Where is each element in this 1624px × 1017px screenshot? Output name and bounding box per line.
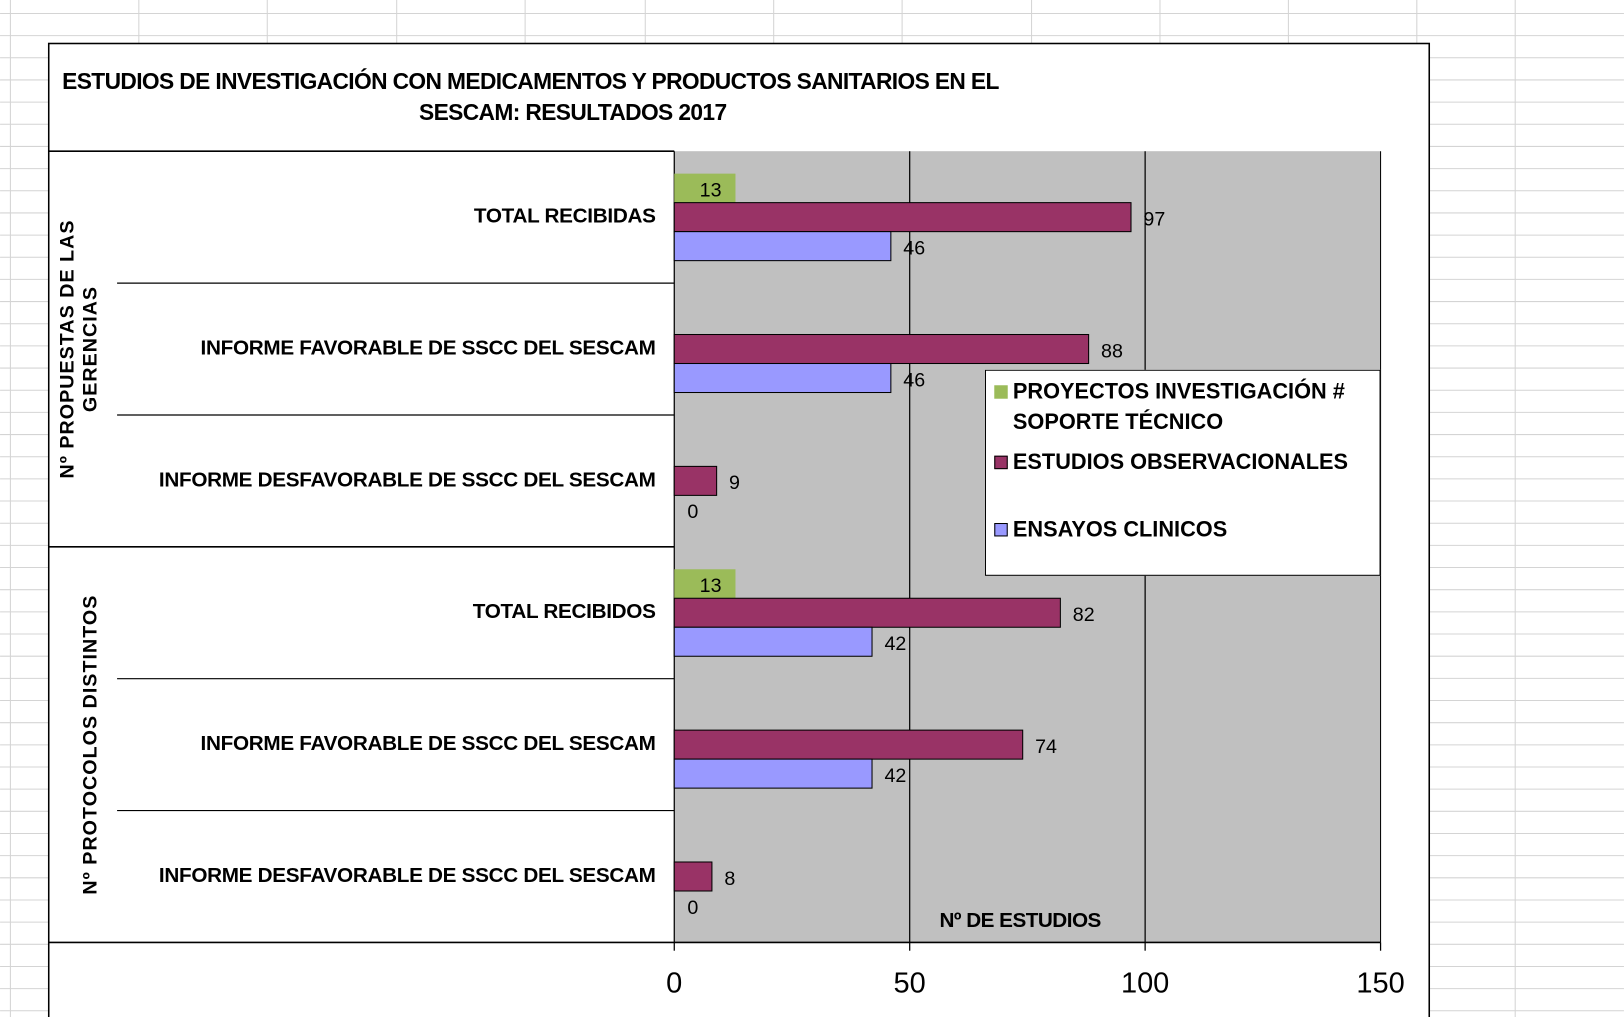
data-label: 13	[700, 575, 722, 597]
bar	[673, 333, 1090, 365]
x-tick-label: 0	[666, 968, 682, 1000]
bar	[674, 173, 736, 203]
legend-box: PROYECTOS INVESTIGACIÓN # SOPORTE TÉCNIC…	[984, 369, 1381, 576]
data-label: 8	[724, 868, 735, 890]
group-label: Nº PROTOCOLOS DISTINTOS	[79, 595, 101, 895]
legend-label: PROYECTOS INVESTIGACIÓN # SOPORTE TÉCNIC…	[1012, 380, 1345, 434]
bar	[673, 861, 713, 892]
data-label: 97	[1143, 208, 1165, 230]
legend: PROYECTOS INVESTIGACIÓN # SOPORTE TÉCNIC…	[984, 369, 1381, 576]
legend-item: ESTUDIOS OBSERVACIONALES	[994, 447, 1371, 477]
data-label: 0	[687, 897, 698, 919]
group-label: Nº PROPUESTAS DE LAS	[57, 219, 79, 478]
bar	[673, 729, 1024, 760]
legend-swatch	[994, 455, 1008, 470]
category-label: INFORME DESFAVORABLE DE SSCC DEL SESCAM	[159, 864, 656, 887]
data-label: 74	[1035, 736, 1057, 758]
bar	[673, 597, 1061, 628]
legend-label: ENSAYOS CLINICOS	[1012, 517, 1228, 542]
bar	[673, 202, 1132, 233]
data-label: 0	[687, 501, 698, 523]
data-label: 46	[903, 369, 925, 391]
category-label: TOTAL RECIBIDOS	[473, 600, 656, 623]
x-tick-label: 150	[1356, 968, 1404, 1000]
chart-title: ESTUDIOS DE INVESTIGACIÓN CON MEDICAMENT…	[62, 68, 999, 94]
x-tick-label: 50	[894, 968, 926, 1000]
legend-label: ESTUDIOS OBSERVACIONALES	[1012, 450, 1349, 475]
bar	[673, 362, 892, 394]
bar	[673, 626, 873, 657]
data-label: 46	[903, 237, 925, 259]
category-label: INFORME DESFAVORABLE DE SSCC DEL SESCAM	[159, 468, 656, 491]
data-label: 9	[729, 472, 740, 494]
group-label: GERENCIAS	[79, 286, 101, 412]
bar	[673, 465, 718, 496]
category-label: INFORME FAVORABLE DE SSCC DEL SESCAM	[201, 336, 656, 359]
bar	[673, 231, 892, 262]
category-label: INFORME FAVORABLE DE SSCC DEL SESCAM	[201, 732, 656, 755]
legend-item: ENSAYOS CLINICOS	[994, 515, 1371, 545]
legend-item: PROYECTOS INVESTIGACIÓN # SOPORTE TÉCNIC…	[994, 377, 1371, 437]
x-axis-label: Nº DE ESTUDIOS	[939, 909, 1100, 932]
x-tick-label: 100	[1121, 968, 1169, 1000]
bar	[673, 758, 873, 789]
data-label: 42	[884, 765, 906, 787]
data-label: 82	[1073, 604, 1095, 626]
legend-swatch	[994, 385, 1008, 399]
category-label: TOTAL RECIBIDAS	[474, 205, 656, 228]
legend-swatch	[994, 522, 1008, 537]
data-label: 42	[884, 633, 906, 655]
data-label: 13	[700, 179, 722, 201]
data-label: 88	[1101, 340, 1123, 362]
bar	[674, 569, 736, 599]
chart-title: SESCAM: RESULTADOS 2017	[419, 99, 726, 125]
